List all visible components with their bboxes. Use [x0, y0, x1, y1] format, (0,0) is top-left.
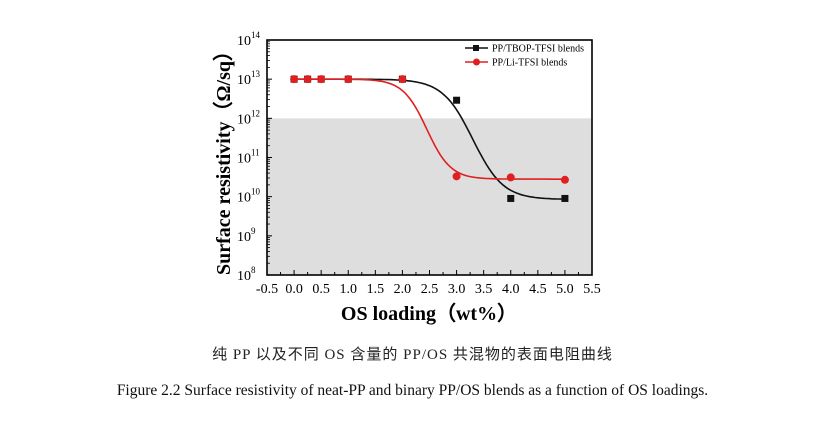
x-tick-label: 5.5	[583, 282, 601, 297]
x-tick-label: 5.0	[556, 282, 574, 297]
data-point-square	[507, 194, 515, 202]
caption-english: Figure 2.2 Surface resistivity of neat-P…	[116, 382, 709, 399]
y-tick-label: 108	[237, 265, 256, 284]
y-axis-label: Surface resistivity（Ω/sq）	[212, 41, 235, 275]
data-point-circle	[303, 75, 312, 84]
x-tick-label: 4.5	[529, 282, 547, 297]
data-point-circle	[317, 75, 326, 84]
x-tick-label: 1.5	[367, 282, 385, 297]
x-axis-label: OS loading（wt%）	[341, 302, 517, 325]
data-point-circle	[452, 172, 461, 181]
data-point-circle	[290, 75, 299, 84]
y-tick-label: 1010	[237, 187, 261, 206]
x-tick-label: 4.0	[502, 282, 520, 297]
x-tick-label: 1.0	[340, 282, 358, 297]
data-point-circle	[506, 173, 515, 182]
data-point-circle	[398, 75, 407, 84]
y-tick-label: 109	[237, 226, 256, 245]
data-point-square	[561, 194, 569, 202]
legend-marker-square	[473, 45, 479, 51]
data-point-circle	[560, 175, 569, 184]
data-points	[290, 75, 569, 202]
legend: PP/TBOP-TFSI blends PP/Li-TFSI blends	[465, 44, 584, 69]
chart: -0.5 0.0 0.5 1.0 1.5 2.0 2.5 3.0 3.5 4.0 4.5 5.0 5.5…	[212, 30, 601, 325]
shaded-region	[267, 118, 592, 275]
data-point-square	[453, 96, 461, 104]
x-tick-label: 2.0	[394, 282, 412, 297]
y-tick-label: 1013	[237, 69, 261, 88]
y-tick-label: 1012	[237, 108, 260, 127]
x-tick-label: 3.0	[448, 282, 466, 297]
fit-curves	[294, 78, 565, 200]
fit-curve-pp-li-tfsi-blends	[294, 78, 565, 180]
caption-chinese: 纯 PP 以及不同 OS 含量的 PP/OS 共混物的表面电阻曲线	[212, 347, 613, 363]
x-axis: -0.5 0.0 0.5 1.0 1.5 2.0 2.5 3.0 3.5 4.0 4.5 5.0 5.5	[256, 270, 601, 297]
legend-label: PP/Li-TFSI blends	[492, 58, 567, 69]
y-axis: 1014 1013 1012 1011 1010 109 108	[237, 30, 272, 284]
x-tick-label: 3.5	[475, 282, 493, 297]
x-tick-label: -0.5	[256, 282, 278, 297]
x-tick-label: 0.5	[312, 282, 330, 297]
y-tick-label: 1014	[237, 30, 261, 49]
data-point-circle	[344, 75, 353, 84]
legend-marker-circle	[473, 58, 480, 66]
y-tick-label: 1011	[237, 148, 260, 167]
x-tick-label: 2.5	[421, 282, 439, 297]
x-tick-label: 0.0	[285, 282, 303, 297]
legend-label: PP/TBOP-TFSI blends	[492, 44, 584, 55]
